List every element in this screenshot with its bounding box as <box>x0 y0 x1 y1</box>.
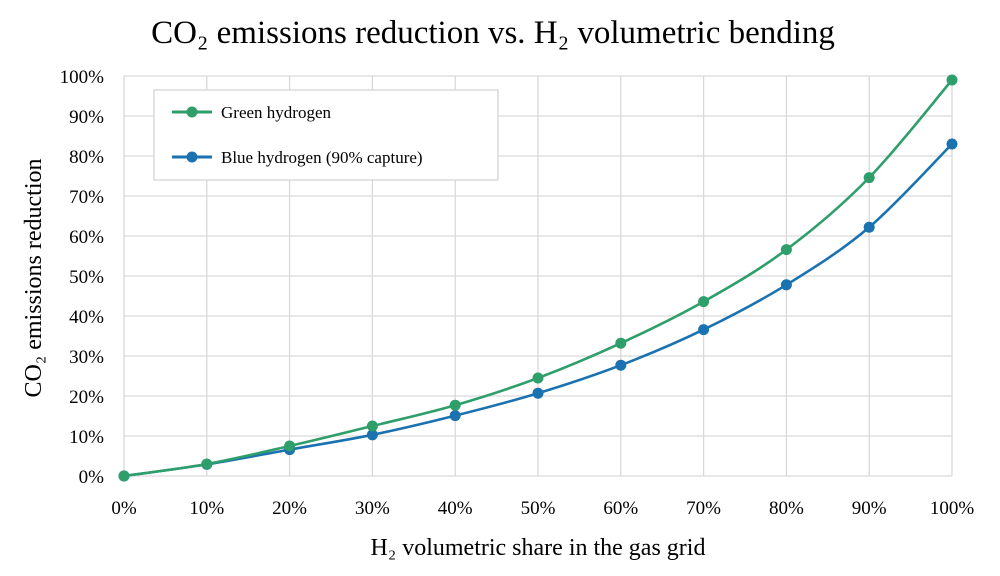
data-point <box>863 172 875 184</box>
x-tick-label: 40% <box>438 498 473 519</box>
x-tick-label: 30% <box>355 498 390 519</box>
y-tick-label: 90% <box>69 107 104 128</box>
data-point <box>449 399 461 411</box>
y-tick-label: 80% <box>69 147 104 168</box>
data-point <box>863 221 875 233</box>
x-tick-label: 20% <box>272 498 307 519</box>
chart-title: CO₂ emissions reduction vs. H₂ volumetri… <box>151 15 835 51</box>
data-point <box>366 429 378 441</box>
x-tick-label: 80% <box>769 498 804 519</box>
data-point <box>449 410 461 422</box>
y-axis-title: CO₂ emissions reduction <box>21 158 47 397</box>
legend-swatch-marker-blue <box>186 151 198 163</box>
x-tick-label: 90% <box>852 498 887 519</box>
y-tick-label: 100% <box>60 67 105 88</box>
x-tick-label: 100% <box>930 498 975 519</box>
data-point <box>946 74 958 86</box>
legend-label-blue-hydrogen: Blue hydrogen (90% capture) <box>221 148 423 167</box>
data-point <box>698 296 710 308</box>
data-point <box>615 337 627 349</box>
x-tick-label: 10% <box>189 498 224 519</box>
data-point <box>118 470 130 482</box>
data-point <box>698 324 710 336</box>
y-tick-label: 10% <box>69 427 104 448</box>
data-point <box>201 458 213 470</box>
x-tick-label: 50% <box>521 498 556 519</box>
y-tick-label: 60% <box>69 227 104 248</box>
legend-swatch-marker-green <box>186 106 198 118</box>
y-tick-label: 0% <box>79 467 105 488</box>
y-tick-label: 50% <box>69 267 104 288</box>
series-green-hydrogen <box>118 74 958 482</box>
x-axis-ticks: 0% 10% 20% 30% 40% 50% 60% 70% 80% 90% 100% <box>111 498 974 519</box>
data-point <box>780 279 792 291</box>
data-point <box>615 359 627 371</box>
y-tick-label: 70% <box>69 187 104 208</box>
y-tick-label: 30% <box>69 347 104 368</box>
data-point <box>532 387 544 399</box>
data-point <box>780 244 792 256</box>
y-tick-label: 20% <box>69 387 104 408</box>
data-point <box>946 138 958 150</box>
legend-box <box>153 89 499 181</box>
data-point <box>284 440 296 452</box>
x-tick-label: 60% <box>603 498 638 519</box>
x-tick-label: 0% <box>111 498 137 519</box>
legend: Green hydrogen Blue hydrogen (90% captur… <box>153 89 499 181</box>
x-tick-label: 70% <box>686 498 721 519</box>
y-tick-label: 40% <box>69 307 104 328</box>
data-point <box>532 372 544 384</box>
y-axis-ticks: 0% 10% 20% 30% 40% 50% 60% 70% 80% 90% 100% <box>60 67 105 488</box>
x-axis-title: H₂ volumetric share in the gas grid <box>371 535 706 561</box>
data-point <box>366 420 378 432</box>
legend-label-green-hydrogen: Green hydrogen <box>221 103 331 122</box>
series-layer <box>118 74 958 482</box>
gridlines <box>123 75 953 477</box>
